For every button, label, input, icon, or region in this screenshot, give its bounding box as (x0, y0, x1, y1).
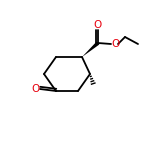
Polygon shape (82, 41, 99, 57)
Text: O: O (94, 20, 102, 30)
Text: O: O (31, 84, 39, 94)
Text: O: O (111, 39, 119, 49)
